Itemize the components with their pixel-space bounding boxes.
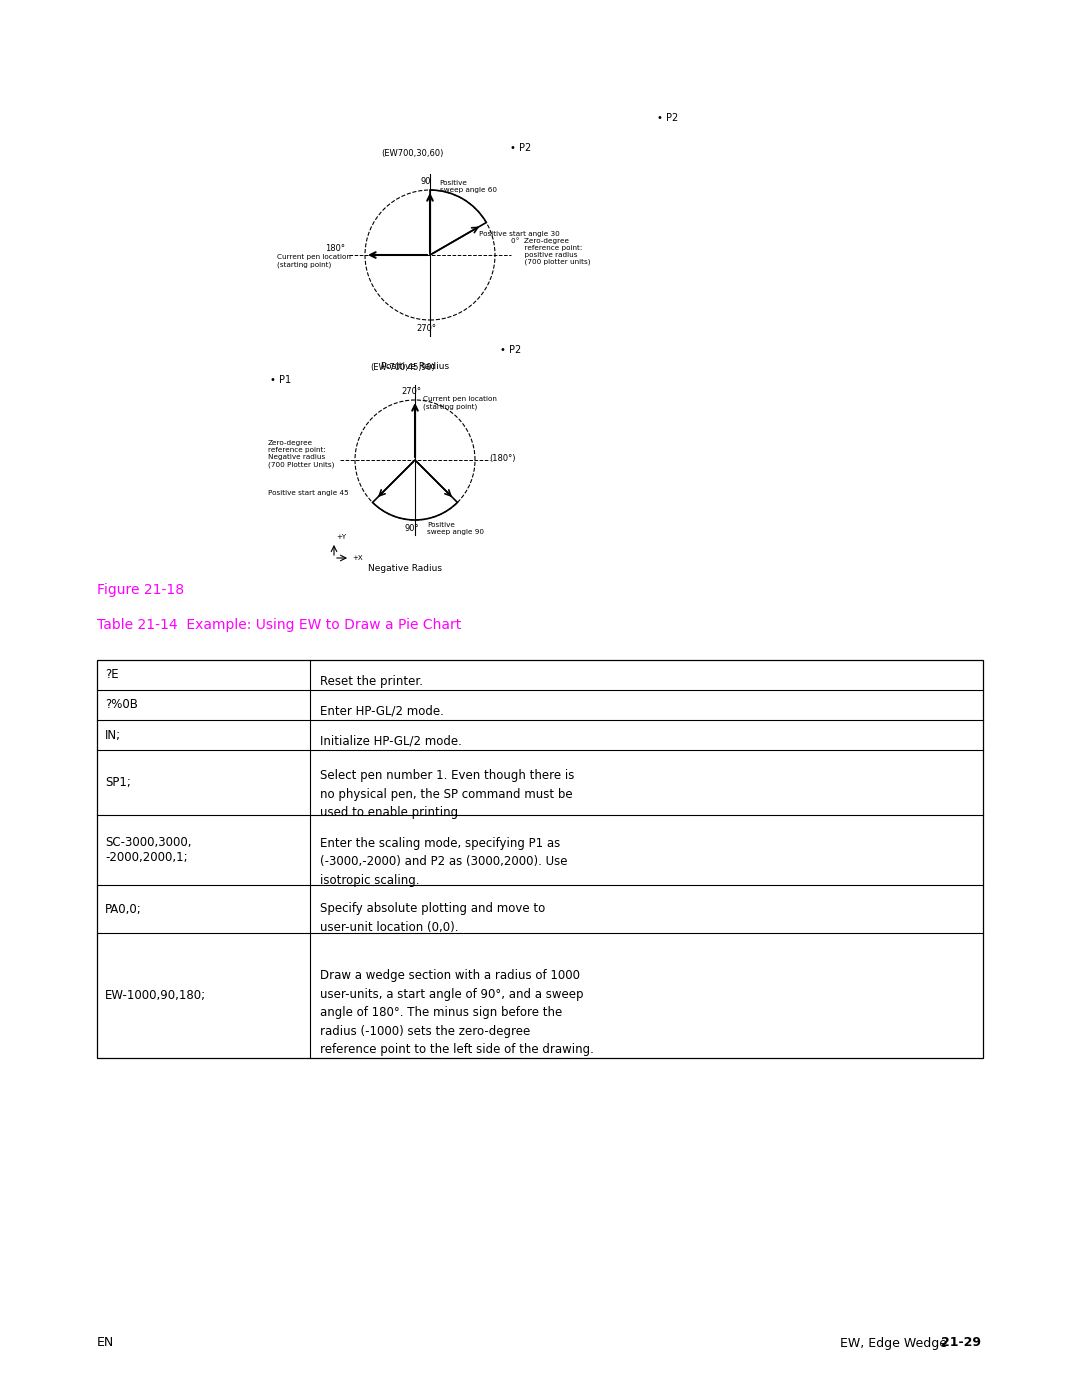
Text: Positive start angle 45: Positive start angle 45 bbox=[268, 490, 349, 496]
Text: 90°: 90° bbox=[405, 524, 419, 534]
Text: • P2: • P2 bbox=[510, 142, 531, 154]
Text: Specify absolute plotting and move to
user-unit location (0,0).: Specify absolute plotting and move to us… bbox=[320, 902, 545, 935]
Text: ?E: ?E bbox=[105, 669, 119, 682]
Text: Current pen location
(starting point): Current pen location (starting point) bbox=[423, 395, 497, 409]
Text: Enter HP-GL/2 mode.: Enter HP-GL/2 mode. bbox=[320, 705, 444, 718]
Text: (EW700,30,60): (EW700,30,60) bbox=[381, 149, 443, 158]
Bar bbox=[97, 659, 983, 1058]
Text: Draw a wedge section with a radius of 1000
user-units, a start angle of 90°, and: Draw a wedge section with a radius of 10… bbox=[320, 970, 594, 1056]
Text: PA0,0;: PA0,0; bbox=[105, 902, 141, 915]
Text: 270°: 270° bbox=[416, 324, 436, 332]
Text: Zero-degree
reference point:
Negative radius
(700 Plotter Units): Zero-degree reference point: Negative ra… bbox=[268, 440, 335, 468]
Text: 270°: 270° bbox=[401, 387, 421, 395]
Text: Positive
sweep angle 60: Positive sweep angle 60 bbox=[440, 180, 497, 193]
Text: 21-29: 21-29 bbox=[941, 1337, 981, 1350]
Text: Negative Radius: Negative Radius bbox=[368, 564, 442, 573]
Text: ?%0B: ?%0B bbox=[105, 698, 138, 711]
Text: SC-3000,3000,
-2000,2000,1;: SC-3000,3000, -2000,2000,1; bbox=[105, 835, 191, 863]
Text: EW, Edge Wedge: EW, Edge Wedge bbox=[840, 1337, 951, 1350]
Text: +X: +X bbox=[352, 555, 363, 562]
Text: • P2: • P2 bbox=[500, 345, 522, 355]
Text: IN;: IN; bbox=[105, 728, 121, 742]
Text: (EW-700,45,90): (EW-700,45,90) bbox=[370, 363, 435, 372]
Text: 90: 90 bbox=[421, 177, 431, 186]
Text: Table 21-14  Example: Using EW to Draw a Pie Chart: Table 21-14 Example: Using EW to Draw a … bbox=[97, 617, 461, 631]
Text: 180°: 180° bbox=[325, 244, 345, 253]
Text: Reset the printer.: Reset the printer. bbox=[320, 675, 423, 687]
Text: Initialize HP-GL/2 mode.: Initialize HP-GL/2 mode. bbox=[320, 735, 462, 747]
Text: Figure 21-18: Figure 21-18 bbox=[97, 583, 184, 597]
Text: Positive
sweep angle 90: Positive sweep angle 90 bbox=[427, 522, 484, 535]
Text: (180°): (180°) bbox=[489, 454, 515, 462]
Text: Positive start angle 30: Positive start angle 30 bbox=[478, 231, 559, 237]
Text: • P2: • P2 bbox=[657, 113, 678, 123]
Text: 0°  Zero-degree
      reference point:
      positive radius
      (700 plotter : 0° Zero-degree reference point: positive… bbox=[511, 237, 591, 265]
Text: EN: EN bbox=[97, 1337, 114, 1350]
Text: EW-1000,90,180;: EW-1000,90,180; bbox=[105, 989, 206, 1002]
Text: Current pen location
(starting point): Current pen location (starting point) bbox=[278, 254, 351, 268]
Text: SP1;: SP1; bbox=[105, 775, 131, 789]
Text: Enter the scaling mode, specifying P1 as
(-3000,-2000) and P2 as (3000,2000). Us: Enter the scaling mode, specifying P1 as… bbox=[320, 837, 567, 887]
Text: Select pen number 1. Even though there is
no physical pen, the SP command must b: Select pen number 1. Even though there i… bbox=[320, 770, 575, 819]
Text: Positive Radius: Positive Radius bbox=[381, 362, 449, 372]
Text: +Y: +Y bbox=[336, 534, 346, 541]
Text: • P1: • P1 bbox=[270, 374, 292, 386]
